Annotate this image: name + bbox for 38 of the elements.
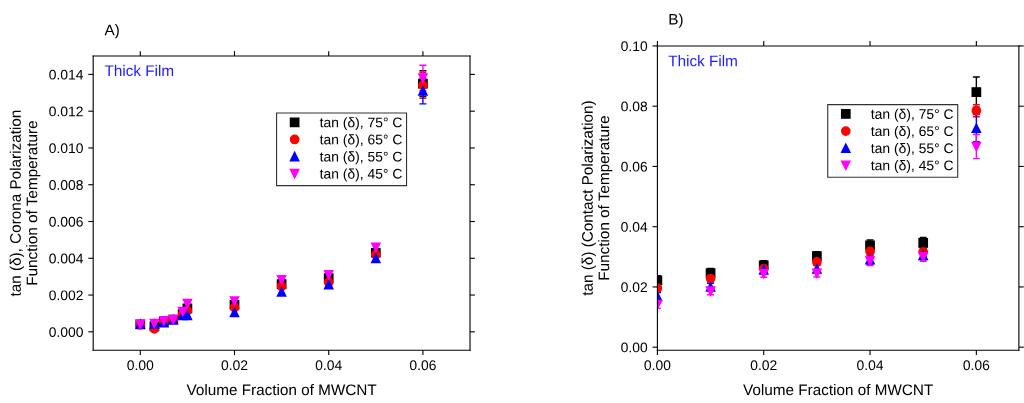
- x-tick-label: 0.06: [409, 360, 436, 371]
- legend-label: tan (δ), 55° C: [871, 143, 954, 156]
- x-tick-label: 0.02: [221, 360, 248, 371]
- y-tick-label: 0.004: [49, 253, 84, 264]
- x-axis-title: Volume Fraction of MWCNT: [186, 383, 377, 396]
- x-tick-label: 0.02: [750, 360, 777, 371]
- y-axis-title: tan (δ), Corona Polarization Function of Temperature: [9, 110, 41, 297]
- y-tick-label: 0.04: [621, 222, 648, 232]
- x-tick-label: 0.04: [315, 360, 342, 371]
- legend-label: tan (δ), 45° C: [871, 160, 954, 174]
- x-tick-label: 0.06: [963, 360, 990, 371]
- y-tick-label: 0.008: [49, 180, 83, 190]
- y-tick-label: 0.006: [49, 216, 83, 227]
- text: B): [669, 13, 683, 28]
- legend-label: tan (δ), 75° C: [871, 108, 954, 122]
- y-tick-label: 0.000: [49, 327, 83, 337]
- x-tick-label: 0.04: [857, 360, 884, 371]
- legend-label: tan (δ), 45° C: [319, 168, 402, 182]
- y-tick-label: 0.10: [621, 41, 648, 52]
- annotation: Thick Film: [104, 64, 174, 77]
- text: A): [104, 24, 119, 39]
- annotation: Thick Film: [668, 55, 737, 67]
- legend-label: tan (δ), 65° C: [871, 125, 954, 139]
- y-axis-title: tan (δ) (Contact Polarization) Function of Temperature: [581, 101, 613, 296]
- legend-label: tan (δ), 55° C: [319, 151, 402, 165]
- y-tick-label: 0.014: [49, 69, 84, 80]
- y-tick-label: 0.06: [621, 161, 648, 172]
- x-tick-label: 0.00: [127, 360, 154, 371]
- y-tick-label: 0.02: [621, 282, 647, 293]
- y-tick-label: 0.002: [49, 290, 83, 301]
- y-tick-label: 0.010: [49, 143, 83, 154]
- y-tick-label: 0.08: [621, 101, 648, 112]
- legend-label: tan (δ), 75° C: [319, 117, 402, 131]
- x-axis-title: Volume Fraction of MWCNT: [743, 383, 933, 396]
- legend-label: tan (δ), 65° C: [319, 134, 402, 148]
- y-tick-label: 0.00: [621, 342, 648, 353]
- x-tick-label: 0.00: [644, 360, 671, 371]
- y-tick-label: 0.012: [49, 106, 83, 117]
